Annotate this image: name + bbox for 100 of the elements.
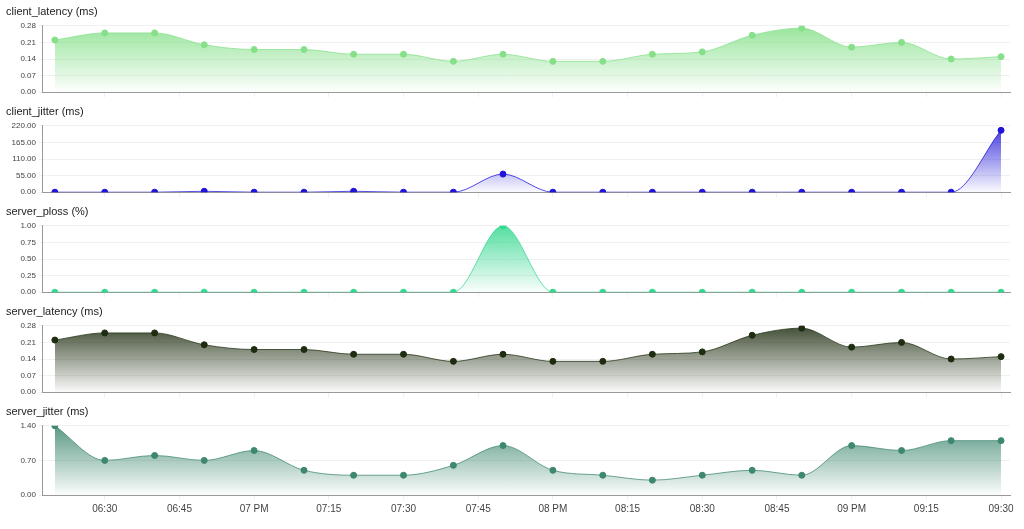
point [947, 437, 955, 445]
y-tick-label: 0.14 [20, 354, 37, 364]
point [997, 437, 1005, 445]
point [101, 29, 109, 37]
point [449, 357, 457, 365]
point [648, 50, 656, 58]
chart-title: server_latency (ms) [5, 304, 104, 318]
point [200, 456, 208, 464]
point [748, 466, 756, 474]
point [101, 329, 109, 337]
point [698, 348, 706, 356]
point [449, 57, 457, 65]
point [997, 53, 1005, 61]
point [499, 442, 507, 450]
y-tick-label: 1.40 [20, 421, 37, 430]
y-tick-label: 0.21 [20, 37, 37, 47]
point [250, 46, 258, 54]
point [898, 338, 906, 346]
point [300, 466, 308, 474]
x-tick-label: 07:15 [316, 502, 342, 514]
y-tick-label: 0.25 [20, 270, 37, 280]
x-tick-label: 07:30 [390, 502, 417, 514]
x-tick-label: 09:15 [913, 502, 940, 514]
point [300, 46, 308, 54]
point [997, 126, 1005, 134]
point [350, 471, 358, 479]
point [798, 325, 806, 332]
point [350, 50, 358, 58]
point [400, 471, 408, 479]
point [549, 466, 557, 474]
y-tick-label: 0.00 [20, 490, 37, 500]
x-tick-label: 09:30 [988, 502, 1014, 514]
point [848, 343, 856, 351]
x-tick-label: 07 PM [239, 502, 269, 514]
y-tick-label: 0.28 [20, 321, 37, 330]
y-tick-label: 0.75 [20, 237, 37, 247]
x-tick-label: 07:45 [465, 502, 492, 514]
point [151, 29, 159, 37]
y-tick-label: 0.50 [20, 254, 37, 264]
point [599, 357, 607, 365]
x-tick-label: 09 PM [837, 502, 867, 514]
x-tick-label: 08:45 [764, 502, 790, 514]
x-tick-label: 08:15 [615, 502, 641, 514]
point [648, 350, 656, 358]
y-tick-label: 110.00 [12, 154, 37, 164]
point [400, 50, 408, 58]
y-tick-label: 0.28 [20, 21, 37, 30]
chart-title: client_latency (ms) [5, 4, 99, 18]
point [200, 187, 208, 193]
point [748, 31, 756, 39]
point [151, 451, 159, 459]
y-tick-label: 0.00 [20, 387, 37, 397]
point [997, 353, 1005, 361]
point [400, 350, 408, 358]
point [798, 471, 806, 479]
y-tick-label: 0.00 [20, 87, 37, 97]
point [947, 355, 955, 363]
point [798, 25, 806, 32]
y-tick-label: 0.07 [20, 70, 37, 80]
point [549, 57, 557, 65]
point [748, 331, 756, 339]
point [499, 350, 507, 358]
point [101, 456, 109, 464]
y-tick-label: 1.00 [20, 221, 37, 230]
point [848, 442, 856, 450]
point [898, 38, 906, 46]
y-tick-label: 0.70 [20, 455, 37, 465]
point [499, 170, 507, 178]
point [599, 471, 607, 479]
point [151, 329, 159, 337]
point [350, 350, 358, 358]
x-tick-label: 08 PM [538, 502, 568, 514]
point [200, 341, 208, 349]
point [648, 476, 656, 484]
y-tick-label: 165.00 [11, 137, 37, 147]
point [698, 471, 706, 479]
y-tick-label: 0.14 [20, 54, 37, 64]
x-tick-label: 08:30 [689, 502, 716, 514]
y-tick-label: 55.00 [15, 170, 37, 180]
point [499, 50, 507, 58]
point [51, 36, 59, 44]
y-tick-label: 0.00 [20, 187, 37, 197]
point [300, 346, 308, 354]
point [250, 447, 258, 455]
point [449, 461, 457, 469]
x-tick-label: 06:45 [166, 502, 193, 514]
y-tick-label: 220.00 [11, 121, 37, 130]
x-tick-label: 06:30 [92, 502, 118, 514]
point [848, 43, 856, 51]
y-tick-label: 0.07 [20, 370, 37, 380]
point [200, 41, 208, 49]
chart-title: server_jitter (ms) [5, 404, 90, 418]
point [947, 55, 955, 63]
point [898, 447, 906, 455]
point [599, 57, 607, 65]
chart-title: client_jitter (ms) [5, 104, 85, 118]
point [250, 346, 258, 354]
point [350, 187, 358, 193]
y-tick-label: 0.00 [20, 287, 37, 297]
point [549, 357, 557, 365]
